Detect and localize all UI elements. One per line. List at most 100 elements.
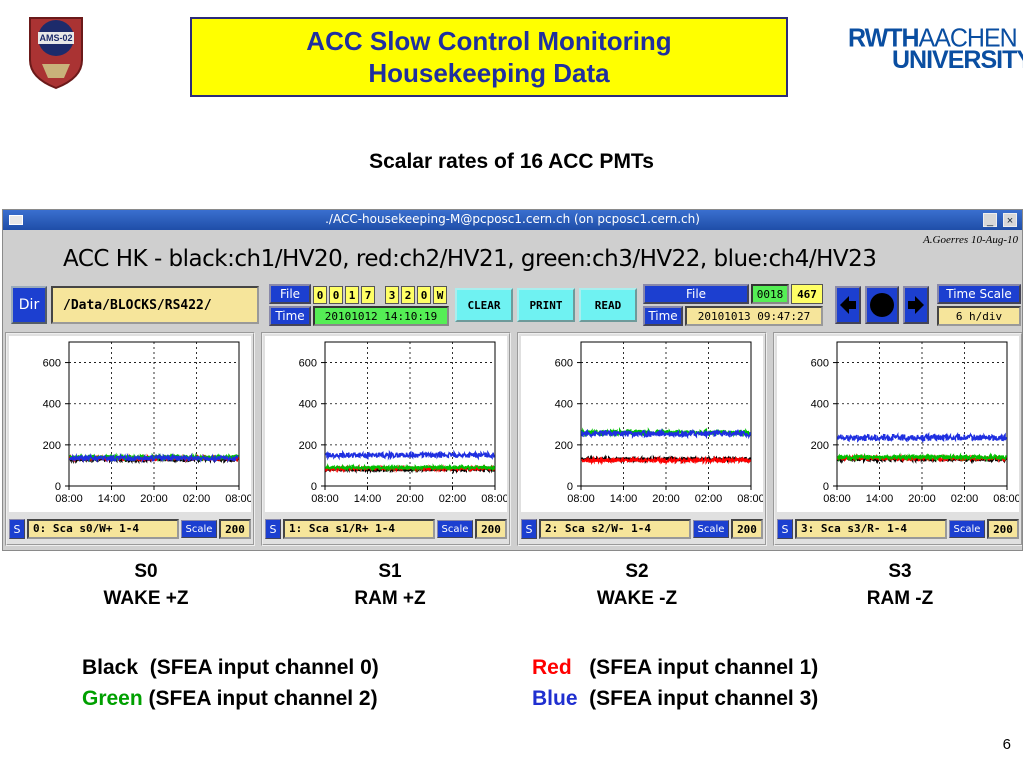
clear-button[interactable]: CLEAR (455, 288, 513, 322)
legend-blue-text: (SFEA input channel 3) (577, 687, 819, 710)
dir-button[interactable]: Dir (11, 286, 47, 324)
file2-value: 0018 (751, 284, 789, 304)
y-tick-label: 600 (43, 358, 61, 370)
author-stamp: A.Goerres 10-Aug-10 (923, 234, 1018, 246)
series-00c000-trace (325, 463, 495, 472)
x-tick-label: 02:00 (183, 493, 211, 505)
series-1f2fe0-trace (837, 431, 1007, 444)
slide-subtitle: Scalar rates of 16 ACC PMTs (369, 150, 654, 173)
next-button[interactable] (903, 286, 929, 324)
rwth-aachen-logo: RWTHAACHEN UNIVERSITY (848, 23, 1023, 76)
x-tick-label: 08:00 (225, 493, 251, 505)
file-digit: 0 (329, 286, 343, 304)
rwth-logo-part2: AACHEN (918, 23, 1018, 53)
legend-green: Green (SFEA input channel 2) (82, 687, 378, 711)
chart-s0: 0 200 400 600 08:00 14:00 20:00 02:00 08:00 (43, 341, 251, 505)
x-tick-label: 08:00 (311, 493, 339, 505)
x-tick-label: 08:00 (55, 493, 83, 505)
legend-red: Red (SFEA input channel 1) (532, 656, 818, 680)
file2-count: 467 (791, 284, 823, 304)
panel-s-button[interactable]: S (521, 519, 537, 539)
file-digit: 0 (313, 286, 327, 304)
y-tick-label: 600 (811, 358, 829, 370)
panel-scale-button[interactable]: Scale (693, 520, 729, 538)
plot-panel-s1: 0 200 400 600 08:00 14:00 20:00 02:00 08:00 S 1:… (261, 332, 511, 546)
y-tick-label: 200 (299, 440, 317, 452)
end-time-field: 20101013 09:47:27 (685, 306, 823, 326)
legend-black: Black (SFEA input channel 0) (82, 656, 379, 680)
rwth-logo-part1: RWTH (848, 23, 920, 53)
stop-button[interactable] (865, 286, 899, 324)
dir-path-field[interactable]: /Data/BLOCKS/RS422/ (51, 286, 259, 324)
panel-scale-value[interactable]: 200 (987, 519, 1019, 539)
panel-name-field[interactable]: 2: Sca s2/W- 1-4 (539, 519, 691, 539)
print-button[interactable]: PRINT (517, 288, 575, 322)
y-tick-label: 200 (811, 440, 829, 452)
y-tick-label: 0 (567, 481, 573, 493)
x-tick-label: 14:00 (354, 493, 382, 505)
file-digit: 3 (385, 286, 399, 304)
panel-name-field[interactable]: 1: Sca s1/R+ 1-4 (283, 519, 435, 539)
x-tick-label: 14:00 (866, 493, 894, 505)
file-digit: 2 (401, 286, 415, 304)
chart-s1: 0 200 400 600 08:00 14:00 20:00 02:00 08:00 (299, 341, 507, 505)
hk-title: ACC HK - black:ch1/HV20, red:ch2/HV21, g… (63, 246, 877, 272)
x-tick-label: 02:00 (439, 493, 467, 505)
file-label: File (269, 284, 311, 304)
caption-s1: S1 RAM +Z (290, 558, 490, 612)
legend-black-text: (SFEA input channel 0) (138, 656, 379, 679)
circle-icon (870, 293, 894, 317)
panel-scale-value[interactable]: 200 (731, 519, 763, 539)
window-menu-icon[interactable] (9, 215, 23, 225)
ams-02-logo: AMS-02 (24, 8, 88, 90)
x-tick-label: 20:00 (652, 493, 680, 505)
x-tick-label: 14:00 (98, 493, 126, 505)
caption-s3: S3 RAM -Z (800, 558, 1000, 612)
time-scale-field[interactable]: 6 h/div (937, 306, 1021, 326)
legend-blue: Blue (SFEA input channel 3) (532, 687, 818, 711)
file-digit: 7 (361, 286, 375, 304)
panel-name-field[interactable]: 0: Sca s0/W+ 1-4 (27, 519, 179, 539)
x-tick-label: 02:00 (951, 493, 979, 505)
legend-red-word: Red (532, 656, 572, 679)
panel-s-button[interactable]: S (777, 519, 793, 539)
panel-scale-value[interactable]: 200 (219, 519, 251, 539)
series-ff0000-trace (581, 455, 751, 466)
close-button[interactable]: × (1003, 213, 1017, 227)
slide-title: ACC Slow Control Monitoring Housekeeping… (190, 17, 788, 97)
y-tick-label: 0 (311, 481, 317, 493)
minimize-button[interactable]: _ (983, 213, 997, 227)
caption-side: WAKE -Z (596, 588, 678, 609)
panel-scale-value[interactable]: 200 (475, 519, 507, 539)
caption-sensor: S2 (625, 561, 649, 582)
panel-scale-button[interactable]: Scale (181, 520, 217, 538)
y-tick-label: 400 (555, 399, 573, 411)
file-digit: W (433, 286, 447, 304)
time-label: Time (269, 306, 311, 326)
x-tick-label: 08:00 (737, 493, 763, 505)
caption-sensor: S3 (888, 561, 912, 582)
panel-s-button[interactable]: S (265, 519, 281, 539)
rwth-logo-part3: UNIVERSITY (892, 46, 1023, 74)
previous-button[interactable] (835, 286, 861, 324)
legend-blue-word: Blue (532, 687, 578, 710)
title-line-1: ACC Slow Control Monitoring (306, 26, 672, 56)
panel-scale-button[interactable]: Scale (949, 520, 985, 538)
x-tick-label: 14:00 (610, 493, 638, 505)
read-button[interactable]: READ (579, 288, 637, 322)
panel-scale-button[interactable]: Scale (437, 520, 473, 538)
caption-sensor: S1 (378, 561, 402, 582)
panel-s-button[interactable]: S (9, 519, 25, 539)
legend-green-text: (SFEA input channel 2) (142, 687, 378, 710)
panel-name-field[interactable]: 3: Sca s3/R- 1-4 (795, 519, 947, 539)
time-scale-label: Time Scale (937, 284, 1021, 304)
time2-label: Time (643, 306, 683, 326)
window-titlebar[interactable]: ./ACC-housekeeping-M@pcposc1.cern.ch (on… (3, 210, 1022, 230)
legend-green-word: Green (82, 687, 143, 710)
window-title: ./ACC-housekeeping-M@pcposc1.cern.ch (on… (325, 212, 700, 226)
ams-logo-text: AMS-02 (39, 33, 72, 43)
caption-side: RAM -Z (866, 588, 934, 609)
caption-side: WAKE +Z (103, 588, 189, 609)
y-tick-label: 0 (823, 481, 829, 493)
y-tick-label: 600 (555, 358, 573, 370)
